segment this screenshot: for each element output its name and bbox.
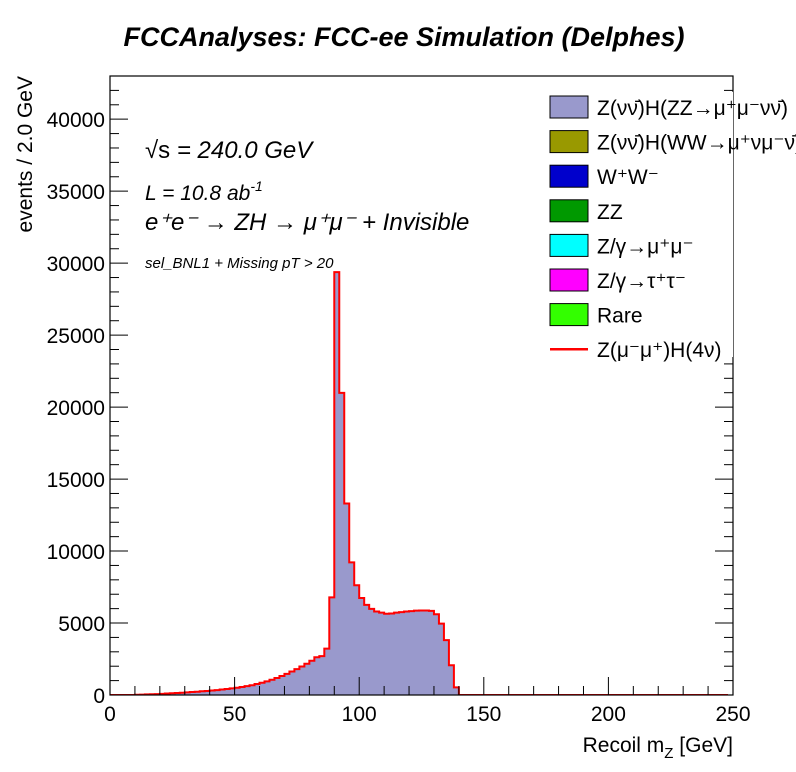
luminosity-annotation: L = 10.8 ab-1 [145, 178, 263, 205]
x-tick-label: 100 [342, 703, 377, 726]
y-axis: 0 5000 10000 15000 20000 25000 30000 35000 40000 [47, 89, 733, 708]
legend-label: Z(νν̄)H(ZZ→μ⁺μ⁻νν̄) [597, 97, 788, 120]
legend-swatch [549, 130, 589, 154]
y-tick-label: 15000 [47, 469, 105, 492]
legend: Z(νν̄)H(ZZ→μ⁺μ⁻νν̄) Z(νν̄)H(WW→μ⁺νμ⁻ν̄) W⁺… [545, 92, 796, 362]
legend-swatch [549, 233, 589, 257]
legend-label: Z/γ→τ⁺τ⁻ [597, 270, 686, 293]
y-tick-label: 35000 [47, 181, 105, 204]
x-tick-label: 150 [466, 703, 501, 726]
legend-label: Z(νν̄)H(WW→μ⁺νμ⁻ν̄) [597, 132, 796, 155]
legend-swatch [549, 303, 589, 327]
legend-label: Rare [597, 305, 643, 328]
sqrt-s-annotation: √s = 240.0 GeV [145, 137, 314, 164]
legend-swatch [549, 199, 589, 223]
legend-swatch [549, 164, 589, 188]
stacked-histogram [110, 272, 729, 695]
annotations: √s = 240.0 GeV L = 10.8 ab-1 e⁺e⁻ → ZH →… [145, 137, 469, 272]
y-axis-label: events / 2.0 GeV [14, 76, 37, 232]
legend-label: Z/γ→μ⁺μ⁻ [597, 235, 694, 258]
y-tick-label: 25000 [47, 325, 105, 348]
x-tick-label: 250 [715, 703, 750, 726]
legend-label: W⁺W⁻ [597, 166, 659, 189]
y-tick-label: 5000 [58, 613, 105, 636]
y-tick-label: 20000 [47, 397, 105, 420]
selection-annotation: sel_BNL1 + Missing pT > 20 [145, 255, 334, 272]
y-tick-label: 10000 [47, 541, 105, 564]
y-tick-label: 30000 [47, 253, 105, 276]
legend-label: Z(μ⁻μ⁺)H(4ν) [597, 339, 722, 362]
chart-title: FCCAnalyses: FCC-ee Simulation (Delphes) [123, 22, 684, 52]
x-axis: 0 50 100 150 200 250 [104, 677, 751, 726]
plot-frame [109, 75, 734, 696]
legend-swatch [549, 95, 589, 119]
legend-swatch [549, 268, 589, 292]
y-tick-label: 0 [93, 685, 105, 708]
signal-histogram [110, 271, 729, 695]
y-tick-label: 40000 [47, 109, 105, 132]
x-tick-label: 200 [591, 703, 626, 726]
x-tick-label: 50 [223, 703, 246, 726]
x-axis-label: Recoil mZ [GeV] [583, 734, 733, 762]
process-annotation: e⁺e⁻ → ZH → μ⁺μ⁻ + Invisible [145, 209, 469, 236]
x-tick-label: 0 [104, 703, 116, 726]
legend-label: ZZ [597, 201, 623, 224]
signal-line [110, 271, 729, 695]
